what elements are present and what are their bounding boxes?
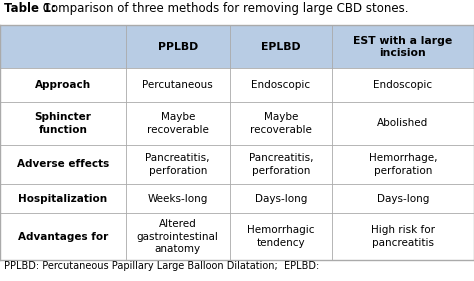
Text: Table 1:: Table 1: [4,2,56,15]
Text: Adverse effects: Adverse effects [17,159,109,169]
Text: Maybe
recoverable: Maybe recoverable [147,112,209,135]
Bar [0,102,474,145]
Text: EPLBD: EPLBD [261,42,301,52]
Text: High risk for
pancreatitis: High risk for pancreatitis [371,225,435,248]
Text: Hemorrhagic
tendency: Hemorrhagic tendency [247,225,315,248]
Bar [0,184,474,213]
Bar [0,213,474,260]
Text: Pancreatitis,
perforation: Pancreatitis, perforation [248,153,313,176]
Text: Days-long: Days-long [255,194,307,204]
Bar [126,25,230,68]
Text: PPLBD: PPLBD [158,42,198,52]
Bar [332,25,474,68]
Text: Endoscopic: Endoscopic [251,80,310,90]
Text: EST with a large
incision: EST with a large incision [353,36,453,58]
Text: PPLBD: Percutaneous Papillary Large Balloon Dilatation;  EPLBD:: PPLBD: Percutaneous Papillary Large Ball… [4,261,319,271]
Bar [230,25,332,68]
Bar [0,68,474,102]
Text: Percutaneous: Percutaneous [142,80,213,90]
Text: Hemorrhage,
perforation: Hemorrhage, perforation [369,153,437,176]
Text: Endoscopic: Endoscopic [374,80,432,90]
Bar [0,25,126,68]
Text: Maybe
recoverable: Maybe recoverable [250,112,312,135]
Text: Weeks-long: Weeks-long [147,194,208,204]
Text: Abolished: Abolished [377,118,428,128]
Text: Comparison of three methods for removing large CBD stones.: Comparison of three methods for removing… [39,2,409,15]
Text: Sphincter
function: Sphincter function [35,112,91,135]
Text: Days-long: Days-long [377,194,429,204]
Text: Approach: Approach [35,80,91,90]
Text: Advantages for: Advantages for [18,232,108,242]
Bar [0,145,474,184]
Text: Hospitalization: Hospitalization [18,194,108,204]
Text: Pancreatitis,
perforation: Pancreatitis, perforation [146,153,210,176]
Text: Altered
gastrointestinal
anatomy: Altered gastrointestinal anatomy [137,219,219,254]
